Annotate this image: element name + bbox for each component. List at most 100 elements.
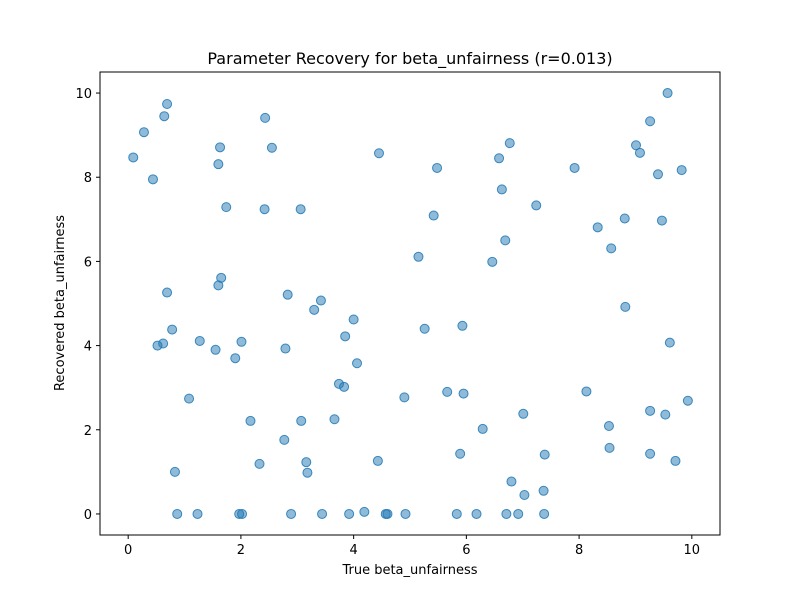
data-point (339, 381, 350, 392)
data-point (254, 458, 265, 469)
data-point (162, 287, 173, 298)
data-point (645, 448, 656, 459)
data-point (194, 335, 205, 346)
data-point (471, 508, 482, 519)
data-point (506, 476, 517, 487)
data-point (236, 336, 247, 347)
plot-area-frame (99, 71, 721, 536)
data-point (302, 467, 313, 478)
data-point (295, 204, 306, 215)
data-point (260, 112, 271, 123)
data-point (477, 423, 488, 434)
x-tick-label: 8 (575, 543, 583, 558)
data-point (399, 392, 410, 403)
data-point (604, 442, 615, 453)
data-point (458, 388, 469, 399)
data-point (581, 386, 592, 397)
data-point (245, 415, 256, 426)
data-point (296, 415, 307, 426)
data-point (660, 409, 671, 420)
data-point (286, 508, 297, 519)
data-point (215, 142, 226, 153)
y-tick-label: 6 (84, 255, 92, 270)
data-point (670, 455, 681, 466)
data-point (539, 508, 550, 519)
data-point (352, 358, 363, 369)
data-point (309, 304, 320, 315)
y-tick-label: 4 (84, 340, 92, 355)
data-point (382, 508, 393, 519)
data-point (400, 508, 411, 519)
data-point (372, 455, 383, 466)
x-tick-label: 2 (237, 543, 245, 558)
y-tick-label: 10 (75, 87, 92, 102)
data-point (682, 395, 693, 406)
data-point (504, 138, 515, 149)
data-point (457, 320, 468, 331)
data-point (500, 235, 511, 246)
data-point (569, 162, 580, 173)
data-point (645, 405, 656, 416)
data-point (340, 331, 351, 342)
data-point (279, 434, 290, 445)
data-point (280, 343, 291, 354)
data-point (301, 457, 312, 468)
y-tick-label: 8 (84, 171, 92, 186)
data-point (432, 162, 443, 173)
data-point (159, 111, 170, 122)
data-point (619, 213, 630, 224)
data-point (451, 508, 462, 519)
x-tick-label: 0 (124, 543, 132, 558)
data-point (259, 204, 270, 215)
data-point (487, 256, 498, 267)
data-point (282, 289, 293, 300)
data-point (359, 506, 370, 517)
data-point (428, 210, 439, 221)
data-point (184, 393, 195, 404)
data-point (210, 344, 221, 355)
data-point (676, 165, 687, 176)
data-point (501, 508, 512, 519)
data-point (317, 508, 328, 519)
data-point (230, 353, 241, 364)
data-point (653, 169, 663, 180)
x-tick-label: 10 (684, 543, 701, 558)
data-point (169, 466, 180, 477)
data-point (513, 508, 524, 519)
data-point (631, 140, 642, 151)
data-point (213, 159, 224, 170)
data-point (664, 337, 675, 348)
data-point (266, 142, 277, 153)
data-point (374, 148, 384, 159)
data-point (620, 301, 631, 312)
data-point (237, 508, 248, 519)
data-point (538, 485, 549, 496)
data-point (496, 184, 507, 195)
chart-title: Parameter Recovery for beta_unfairness (… (207, 49, 612, 69)
data-point (634, 147, 645, 158)
data-point (162, 98, 173, 109)
axis-ticks: 0 2 4 6 8 10 0 2 4 6 8 10 (75, 87, 700, 558)
data-point (656, 215, 667, 226)
data-point (539, 449, 550, 460)
data-point (172, 508, 183, 519)
data-point (442, 386, 453, 397)
data-point (455, 448, 466, 459)
data-points (128, 88, 693, 519)
data-point (413, 251, 424, 262)
data-point (128, 152, 139, 163)
data-point (167, 324, 178, 335)
data-point (531, 200, 542, 211)
data-point (138, 127, 149, 138)
data-point (348, 314, 359, 325)
data-point (192, 508, 203, 519)
data-point (518, 408, 529, 419)
data-point (592, 222, 603, 233)
data-point (494, 153, 505, 164)
data-point (603, 420, 614, 431)
y-axis-label: Recovered beta_unfairness (53, 215, 68, 391)
data-point (329, 414, 340, 425)
data-point (315, 295, 326, 306)
x-tick-label: 6 (462, 543, 470, 558)
